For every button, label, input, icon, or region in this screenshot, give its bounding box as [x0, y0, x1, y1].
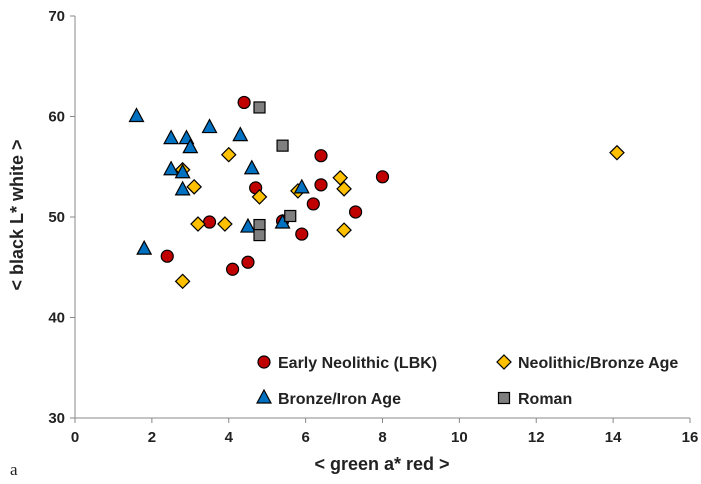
data-point	[128, 107, 145, 123]
legend-label: Neolithic/Bronze Age	[518, 355, 678, 372]
data-point	[253, 228, 266, 242]
data-point	[174, 163, 191, 179]
data-point	[375, 170, 390, 184]
data-point	[284, 209, 297, 223]
legend-item: Neolithic/Bronze Age	[496, 354, 678, 372]
data-point	[190, 216, 206, 232]
y-tick-label: 70	[48, 8, 65, 25]
x-tick-label: 2	[148, 429, 156, 446]
data-point	[336, 222, 352, 238]
series-roman	[253, 101, 297, 242]
data-point	[220, 146, 237, 163]
data-point	[160, 249, 174, 263]
data-point	[253, 101, 266, 114]
data-point	[314, 149, 328, 163]
data-point	[314, 178, 328, 192]
y-tick-label: 60	[48, 109, 65, 126]
data-point	[174, 273, 191, 290]
legend-marker	[497, 391, 511, 405]
y-axis-title: < black L* white >	[7, 139, 27, 290]
x-tick-label: 0	[71, 429, 79, 446]
x-tick-label: 14	[605, 429, 622, 446]
data-points	[128, 95, 625, 290]
x-tick-label: 4	[225, 429, 234, 446]
data-point	[295, 227, 309, 241]
data-point	[348, 205, 363, 219]
data-point	[241, 255, 255, 269]
legend-label: Early Neolithic (LBK)	[278, 355, 437, 372]
data-point	[163, 129, 180, 145]
series-bronze-iron-age	[128, 107, 310, 255]
data-point	[306, 197, 320, 211]
data-point	[232, 126, 249, 142]
legend-item: Roman	[497, 391, 572, 408]
data-point	[237, 95, 251, 110]
data-point	[609, 144, 625, 161]
data-point	[186, 179, 203, 195]
data-point	[253, 218, 266, 232]
x-tick-label: 6	[301, 429, 309, 446]
data-point	[332, 169, 349, 186]
data-point	[217, 216, 233, 232]
panel-label: a	[10, 460, 18, 479]
data-point	[182, 138, 199, 154]
data-point	[239, 217, 256, 233]
x-tick-label: 16	[682, 429, 699, 446]
legend-marker	[257, 355, 271, 369]
legend-label: Bronze/Iron Age	[278, 391, 401, 408]
data-point	[163, 160, 180, 176]
data-point	[293, 178, 310, 194]
data-point	[336, 181, 352, 197]
series-neolithic-bronze-age	[174, 144, 625, 290]
y-tick-label: 30	[48, 410, 65, 427]
legend: Early Neolithic (LBK) Neolithic/Bronze Ag…	[255, 354, 678, 408]
legend-item: Early Neolithic (LBK)	[257, 355, 437, 372]
legend-marker	[255, 388, 273, 404]
data-point	[201, 118, 218, 134]
legend-label: Roman	[518, 391, 572, 408]
tick-labels: 0 2 4 6 8 10 12 14 16 30 40 50 60 70	[48, 8, 698, 446]
data-point	[276, 139, 289, 152]
legend-item: Bronze/Iron Age	[255, 388, 401, 408]
data-point	[136, 239, 153, 255]
data-point	[174, 180, 191, 196]
legend-marker	[496, 354, 512, 370]
x-axis-title: < green a* red >	[314, 454, 449, 474]
data-point	[243, 159, 260, 175]
data-point	[202, 215, 217, 229]
data-point	[225, 262, 240, 276]
x-tick-label: 12	[528, 429, 545, 446]
x-tick-label: 10	[451, 429, 468, 446]
y-tick-label: 50	[48, 209, 65, 226]
data-point	[251, 189, 268, 205]
x-tick-label: 8	[378, 429, 386, 446]
y-tick-label: 40	[48, 310, 65, 327]
